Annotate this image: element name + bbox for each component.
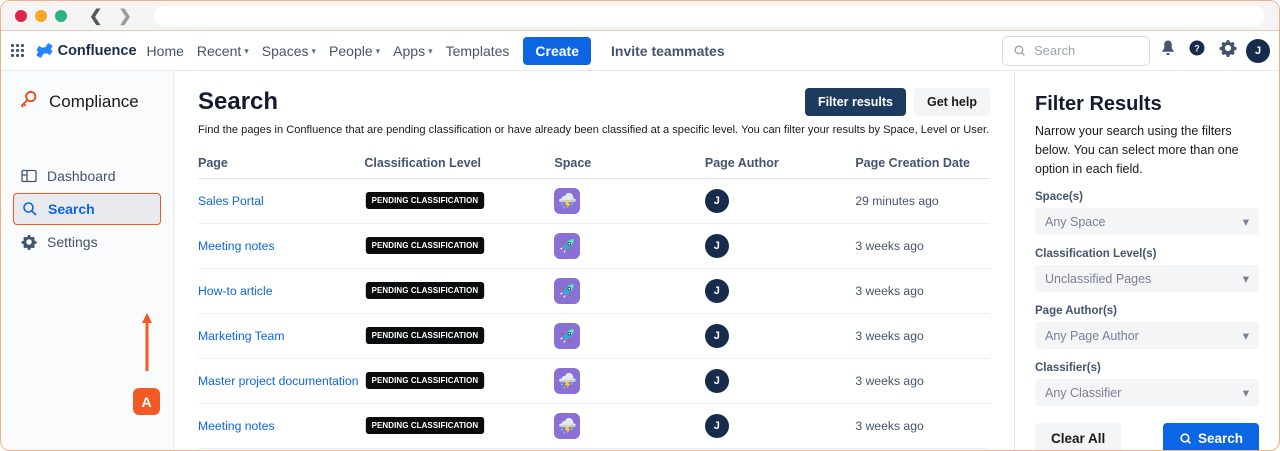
svg-text:?: ? [1194, 43, 1200, 53]
